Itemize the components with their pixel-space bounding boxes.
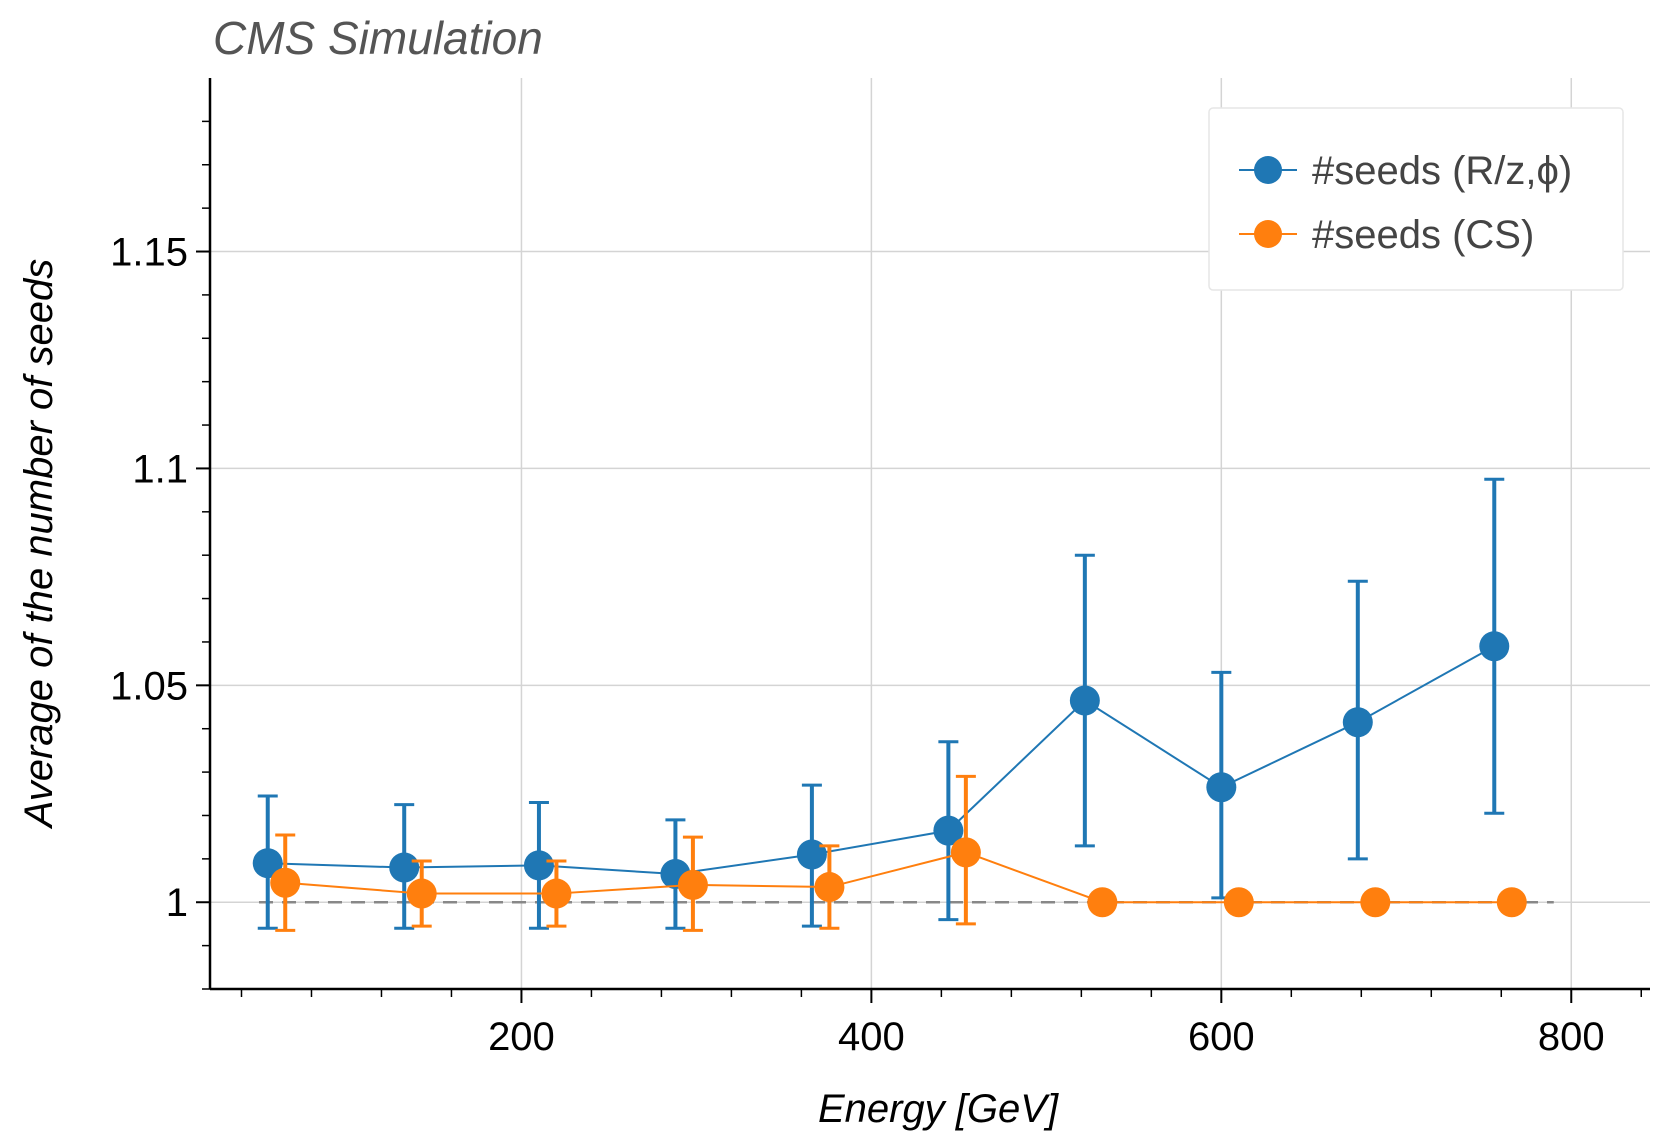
data-point [796, 839, 827, 870]
legend-label: #seeds (R/z,ϕ) [1312, 149, 1572, 193]
data-point [1087, 887, 1118, 918]
series-line [285, 851, 1512, 904]
x-tick-label: 600 [1188, 1015, 1255, 1059]
x-axis-label: Energy [GeV] [818, 1087, 1059, 1131]
legend-label: #seeds (CS) [1312, 213, 1534, 257]
legend-box [1208, 107, 1624, 291]
data-point [406, 878, 437, 909]
legend-item-1[interactable]: #seeds (R/z,ϕ) [1239, 149, 1572, 193]
data-point [1223, 887, 1254, 918]
y-axis-label: Average of the number of seeds [17, 259, 61, 830]
x-tick-label: 800 [1538, 1015, 1605, 1059]
data-point [1069, 685, 1100, 716]
x-tick-label: 400 [838, 1015, 905, 1059]
data-point [523, 850, 554, 881]
chart-title: CMS Simulation [213, 12, 543, 64]
y-tick-label: 1 [166, 881, 188, 925]
data-point [1360, 887, 1391, 918]
x-tick-label: 200 [488, 1015, 555, 1059]
data-point [950, 837, 981, 868]
data-point [1342, 707, 1373, 738]
data-point [389, 852, 420, 883]
data-point [270, 867, 301, 898]
data-point [541, 878, 572, 909]
data-point [814, 872, 845, 903]
data-point [677, 869, 708, 900]
legend-item-2[interactable]: #seeds (CS) [1239, 213, 1534, 257]
data-point [1496, 887, 1527, 918]
data-point [933, 815, 964, 846]
series-1 [252, 477, 1510, 930]
axes [208, 78, 1650, 991]
ticks: 200 400 600 800 1 1.05 1.1 1.15 [110, 120, 1643, 1059]
legend-marker [1254, 220, 1282, 248]
data-point [252, 848, 283, 879]
legend-marker [1254, 156, 1282, 184]
y-tick-label: 1.1 [132, 447, 188, 491]
series-2 [270, 774, 1527, 932]
series-layer [252, 477, 1527, 932]
data-point [1206, 772, 1237, 803]
legend[interactable]: #seeds (R/z,ϕ) #seeds (CS) [1208, 107, 1624, 291]
y-tick-label: 1.05 [110, 664, 188, 708]
y-tick-label: 1.15 [110, 231, 188, 275]
data-point [1479, 631, 1510, 662]
series-line [267, 645, 1495, 876]
